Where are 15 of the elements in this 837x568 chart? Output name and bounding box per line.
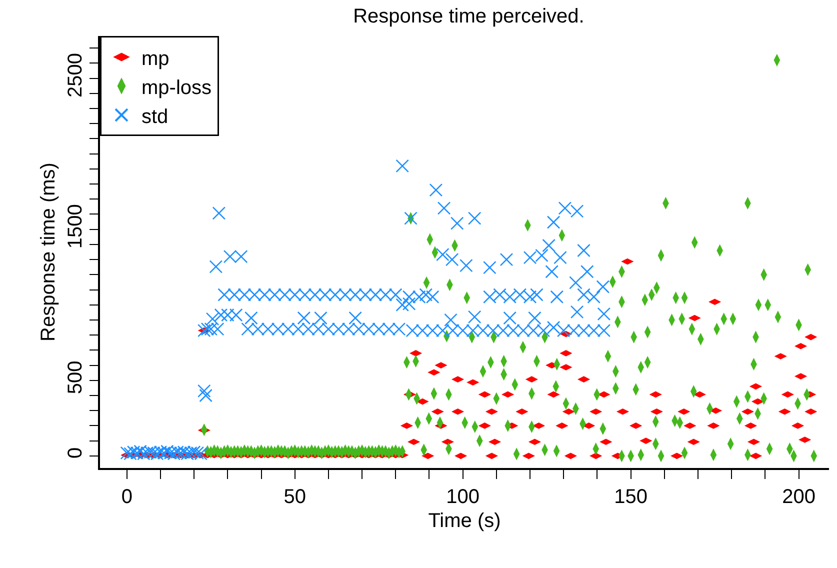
legend-label: mp-loss xyxy=(142,76,212,99)
y-tick-label: 2500 xyxy=(64,53,86,98)
y-tick-label: 500 xyxy=(64,360,86,394)
y-axis-title: Response time (ms) xyxy=(37,162,60,342)
x-tick-label: 200 xyxy=(782,486,816,508)
y-tick-label: 1500 xyxy=(64,204,86,249)
x-axis-title: Time (s) xyxy=(428,510,501,532)
x-tick-label: 100 xyxy=(446,486,480,508)
x-tick-label: 50 xyxy=(284,486,306,508)
y-tick-label: 0 xyxy=(64,447,86,458)
x-tick-label: 150 xyxy=(614,486,648,508)
legend-label: mp xyxy=(142,48,170,70)
x-tick-label: 0 xyxy=(121,486,132,508)
legend-label: std xyxy=(142,106,168,128)
chart-title: Response time perceived. xyxy=(353,6,584,28)
